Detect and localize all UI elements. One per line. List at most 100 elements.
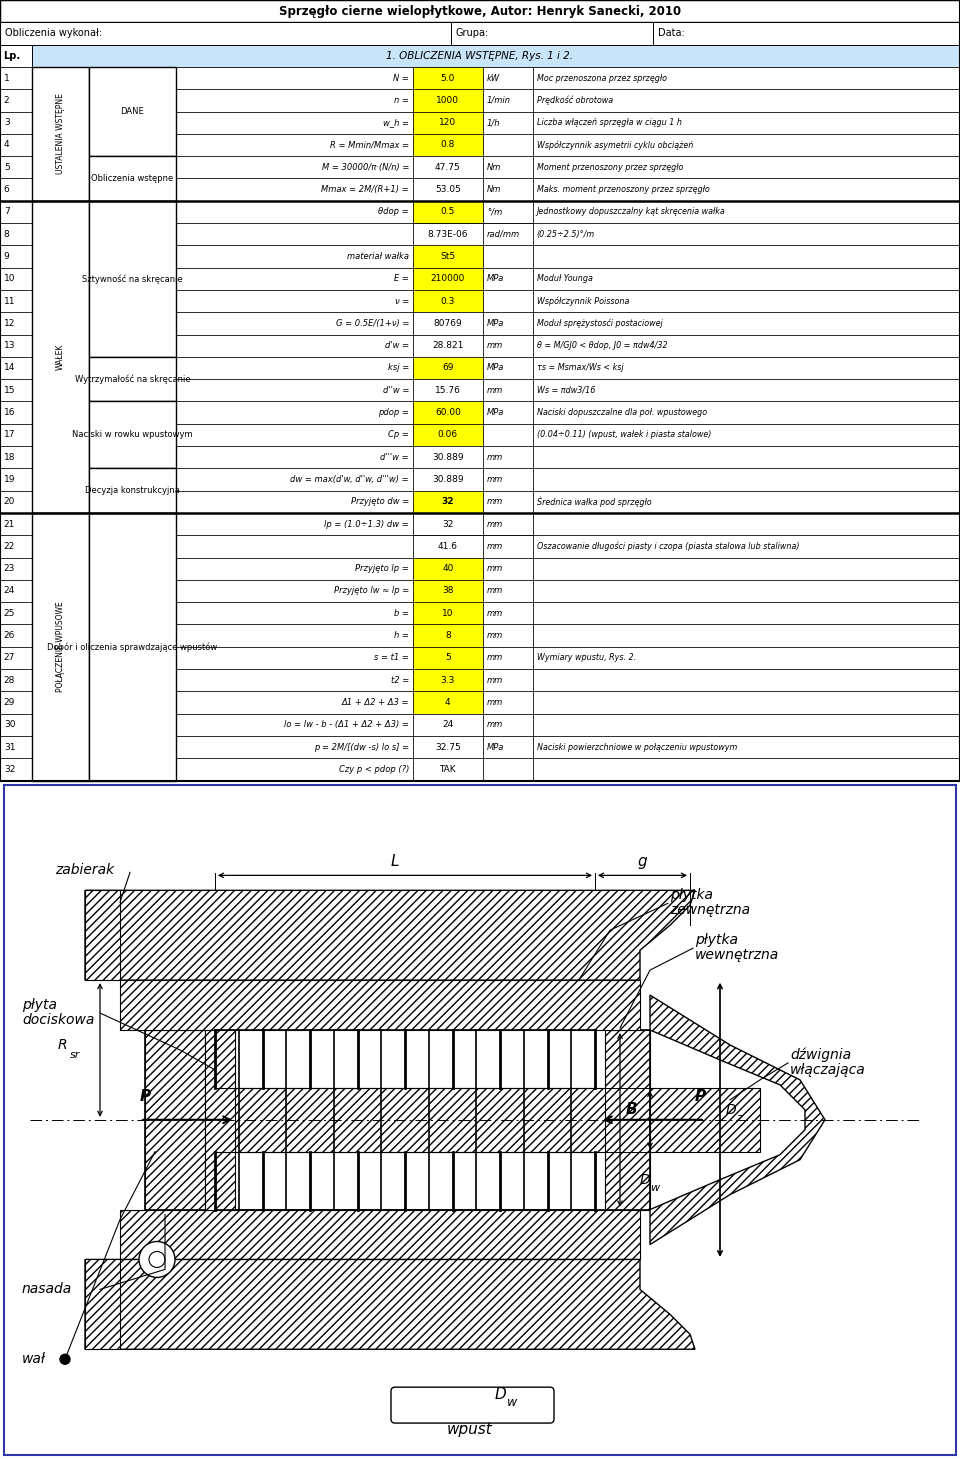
Bar	[483, 401, 533, 423]
Text: Przyjęto lw ≈ lp =: Przyjęto lw ≈ lp =	[334, 587, 409, 595]
Bar	[176, 646, 413, 670]
Text: b =: b =	[394, 608, 409, 617]
Text: Przyjęto dw =: Przyjęto dw =	[350, 498, 409, 506]
Text: Wymiary wpustu, Rys. 2.: Wymiary wpustu, Rys. 2.	[537, 654, 636, 662]
Bar	[0, 735, 32, 759]
Text: 31: 31	[4, 743, 15, 751]
Text: Data:: Data:	[658, 29, 684, 38]
Bar	[413, 334, 483, 357]
Bar	[32, 401, 89, 423]
Bar	[533, 713, 960, 735]
Text: L: L	[391, 855, 399, 870]
Bar	[32, 357, 89, 379]
Text: mm: mm	[487, 587, 503, 595]
Bar	[89, 557, 176, 579]
Bar	[32, 201, 89, 514]
Text: Liczba włączeń sprzęgła w ciągu 1 h: Liczba włączeń sprzęgła w ciągu 1 h	[537, 118, 682, 127]
Bar	[0, 267, 32, 290]
Bar	[413, 312, 483, 334]
Bar	[176, 312, 413, 334]
Bar	[533, 111, 960, 134]
Text: materiał wałka: materiał wałka	[347, 252, 409, 261]
Text: 60.00: 60.00	[435, 409, 461, 417]
Text: 30.889: 30.889	[432, 452, 464, 461]
Text: ksj =: ksj =	[388, 363, 409, 372]
Bar	[413, 603, 483, 624]
Text: mm: mm	[487, 608, 503, 617]
Text: płytka: płytka	[695, 934, 738, 947]
Bar	[533, 312, 960, 334]
Polygon shape	[650, 995, 825, 1245]
Text: D: D	[494, 1386, 506, 1402]
Text: TAK: TAK	[440, 765, 456, 773]
Bar	[533, 468, 960, 490]
Text: °/m: °/m	[487, 207, 502, 216]
Bar	[32, 514, 89, 535]
Text: 0.06: 0.06	[438, 430, 458, 439]
Text: lo = lw - b - (Δ1 + Δ2 + Δ3) =: lo = lw - b - (Δ1 + Δ2 + Δ3) =	[284, 721, 409, 730]
Bar	[483, 334, 533, 357]
Bar	[0, 692, 32, 713]
Bar	[483, 603, 533, 624]
Bar	[533, 379, 960, 401]
Text: D: D	[726, 1103, 736, 1116]
Bar	[89, 401, 176, 423]
Bar	[483, 423, 533, 446]
Bar	[32, 156, 89, 178]
Bar	[176, 290, 413, 312]
Text: w_h =: w_h =	[383, 118, 409, 127]
Bar	[176, 401, 413, 423]
Text: 24: 24	[4, 587, 15, 595]
Bar	[483, 646, 533, 670]
Bar	[89, 490, 176, 514]
Text: 4: 4	[445, 697, 450, 708]
Text: 9: 9	[4, 252, 10, 261]
Bar	[533, 624, 960, 646]
Bar	[483, 201, 533, 223]
Bar	[176, 670, 413, 692]
Bar	[483, 514, 533, 535]
Bar	[0, 514, 32, 535]
Text: 41.6: 41.6	[438, 541, 458, 552]
Text: płytka: płytka	[670, 889, 713, 902]
Bar	[0, 223, 32, 245]
Bar	[176, 379, 413, 401]
Text: Sztywność na skręcanie: Sztywność na skręcanie	[83, 274, 182, 283]
Bar	[176, 624, 413, 646]
Text: 6: 6	[4, 185, 10, 194]
Bar	[0, 0, 960, 22]
Text: mm: mm	[487, 654, 503, 662]
Bar	[89, 67, 176, 89]
Text: 20: 20	[4, 498, 15, 506]
Bar	[483, 579, 533, 603]
Text: h =: h =	[395, 632, 409, 641]
Bar	[533, 692, 960, 713]
Text: Naciski powierzchniowe w połączeniu wpustowym: Naciski powierzchniowe w połączeniu wpus…	[537, 743, 737, 751]
Text: mm: mm	[487, 498, 503, 506]
Text: P: P	[694, 1088, 706, 1104]
Text: 12: 12	[4, 320, 15, 328]
Bar	[32, 446, 89, 468]
Text: rad/mm: rad/mm	[487, 229, 520, 239]
Bar	[176, 535, 413, 557]
Text: sr: sr	[70, 1050, 81, 1059]
Bar	[85, 890, 120, 980]
Bar	[32, 111, 89, 134]
Bar	[483, 713, 533, 735]
Bar	[413, 89, 483, 111]
Bar	[145, 1030, 205, 1210]
Bar	[533, 670, 960, 692]
Bar	[176, 603, 413, 624]
Bar	[0, 156, 32, 178]
Bar	[89, 401, 176, 468]
Bar	[0, 290, 32, 312]
Bar	[89, 579, 176, 603]
Bar	[413, 490, 483, 514]
Bar	[413, 670, 483, 692]
Text: 26: 26	[4, 632, 15, 641]
Text: s = t1 =: s = t1 =	[374, 654, 409, 662]
Bar	[32, 223, 89, 245]
Text: Δ1 + Δ2 + Δ3 =: Δ1 + Δ2 + Δ3 =	[342, 697, 409, 708]
Text: 7: 7	[4, 207, 10, 216]
Bar	[533, 178, 960, 201]
